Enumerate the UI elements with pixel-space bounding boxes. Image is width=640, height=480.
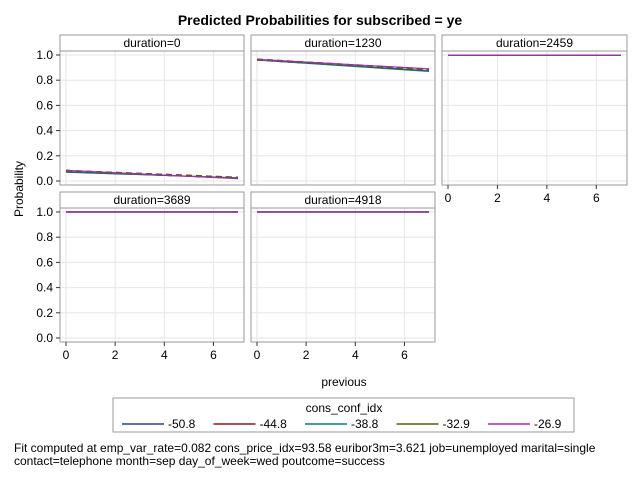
legend-label: -32.9 <box>443 417 471 431</box>
y-tick-label: 0.6 <box>36 98 53 112</box>
series-line-5 <box>65 169 239 180</box>
y-tick-label: 0.2 <box>36 149 53 163</box>
x-tick-label: 6 <box>401 348 408 362</box>
y-tick-label: 0.4 <box>36 124 53 138</box>
panel-3: duration=2459 0 2 4 6 <box>441 34 628 205</box>
series-line-4 <box>65 169 239 179</box>
x-tick-label: 0 <box>63 348 70 362</box>
panel-grid: duration=0 0.0 0.2 0.4 0.6 0.8 1.0 duration=123… <box>36 34 628 362</box>
y-tick-label: 1.0 <box>36 205 53 219</box>
panel-5: duration=4918 0 2 4 6 <box>250 191 436 362</box>
x-tick-label: 6 <box>593 191 600 205</box>
series-line-4 <box>256 58 430 72</box>
x-tick-label: 6 <box>210 348 217 362</box>
x-tick-label: 0 <box>445 191 452 205</box>
legend-item-4: -32.9 <box>396 417 471 431</box>
footnote-line-2: contact=telephone month=sep day_of_week=… <box>14 454 385 468</box>
x-tick-label: 2 <box>303 348 310 362</box>
panel-frame <box>250 50 436 186</box>
chart-title: Predicted Probabilities for subscribed =… <box>178 12 463 28</box>
x-axis-label: previous <box>321 375 366 389</box>
y-tick-label: 0.8 <box>36 230 53 244</box>
panel-frame <box>59 207 245 343</box>
legend: cons_conf_idx -50.8 -44.8 -38.8 -32.9 -26.9 <box>112 397 575 433</box>
x-tick-label: 4 <box>352 348 359 362</box>
legend-frame <box>112 397 575 433</box>
panel-2: duration=1230 <box>250 34 436 186</box>
y-tick-label: 0.0 <box>36 174 53 188</box>
predicted-probabilities-chart: Predicted Probabilities for subscribed =… <box>12 12 628 433</box>
y-tick-label: 0.4 <box>36 281 53 295</box>
legend-label: -50.8 <box>168 417 196 431</box>
legend-label: -26.9 <box>534 417 562 431</box>
panel-frame <box>441 50 628 186</box>
footnote-line-1: Fit computed at emp_var_rate=0.082 cons_… <box>14 441 596 455</box>
x-tick-label: 2 <box>494 191 501 205</box>
legend-item-3: -38.8 <box>305 417 379 431</box>
panel-4: duration=3689 0.0 0.2 0.4 0.6 0.8 1.0 0 2 4 6 <box>36 191 245 362</box>
y-tick-label: 0.0 <box>36 331 53 345</box>
series-line-3 <box>256 59 430 72</box>
legend-items: -50.8 -44.8 -38.8 -32.9 -26.9 <box>122 417 562 431</box>
x-tick-label: 4 <box>544 191 551 205</box>
legend-label: -44.8 <box>260 417 288 431</box>
legend-item-1: -50.8 <box>122 417 196 431</box>
legend-item-2: -44.8 <box>213 417 288 431</box>
panel-label: duration=3689 <box>113 193 190 207</box>
legend-title: cons_conf_idx <box>306 401 383 415</box>
y-tick-label: 1.0 <box>36 48 53 62</box>
legend-item-5: -26.9 <box>488 417 562 431</box>
panel-label: duration=2459 <box>496 36 573 50</box>
panel-1: duration=0 0.0 0.2 0.4 0.6 0.8 1.0 <box>36 34 245 188</box>
x-tick-label: 0 <box>254 348 261 362</box>
y-tick-label: 0.8 <box>36 73 53 87</box>
panel-label: duration=4918 <box>304 193 381 207</box>
series-line-5 <box>256 58 430 70</box>
legend-label: -38.8 <box>351 417 379 431</box>
x-tick-label: 4 <box>161 348 168 362</box>
panel-label: duration=0 <box>123 36 180 50</box>
panel-label: duration=1230 <box>304 36 381 50</box>
panel-frame <box>59 50 245 186</box>
y-tick-label: 0.2 <box>36 306 53 320</box>
panel-frame <box>250 207 436 343</box>
y-axis-label: Probability <box>12 161 26 217</box>
x-tick-label: 2 <box>112 348 119 362</box>
fit-footnote: Fit computed at emp_var_rate=0.082 cons_… <box>14 442 634 468</box>
y-tick-label: 0.6 <box>36 255 53 269</box>
